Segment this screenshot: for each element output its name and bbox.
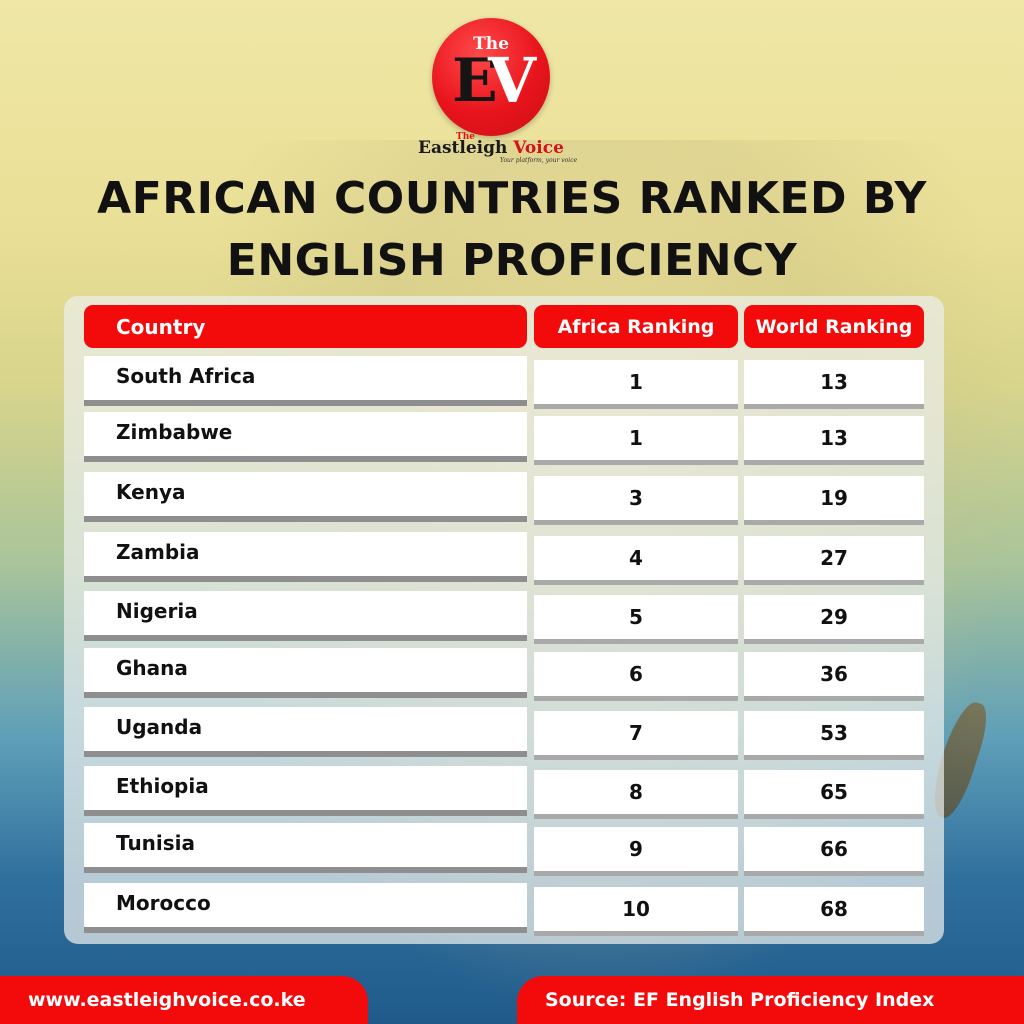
brand-name: Eastleigh Voice — [418, 138, 564, 158]
africa-ranking-cell: 3 — [534, 476, 738, 520]
table-row: South Africa 1 13 — [0, 356, 1024, 414]
africa-ranking-cell: 9 — [534, 827, 738, 871]
ev-logo: The E V — [432, 18, 550, 136]
country-cell: Ethiopia — [84, 766, 527, 810]
africa-ranking-cell: 6 — [534, 652, 738, 696]
world-ranking-cell: 36 — [744, 652, 924, 696]
logo-v-letter: V — [488, 44, 537, 117]
table-row: Nigeria 5 29 — [0, 591, 1024, 649]
africa-ranking-cell: 1 — [534, 416, 738, 460]
country-cell: Uganda — [84, 707, 527, 751]
logo-the-text: The — [473, 34, 509, 54]
table-row: Ghana 6 36 — [0, 648, 1024, 706]
world-ranking-cell: 19 — [744, 476, 924, 520]
world-ranking-cell: 13 — [744, 416, 924, 460]
africa-ranking-cell: 5 — [534, 595, 738, 639]
world-ranking-cell: 29 — [744, 595, 924, 639]
brand-the: The — [456, 132, 475, 142]
africa-ranking-cell: 7 — [534, 711, 738, 755]
table-row: Ethiopia 8 65 — [0, 766, 1024, 824]
world-ranking-cell: 53 — [744, 711, 924, 755]
brand-tagline: Your platform, your voice — [500, 157, 578, 164]
world-ranking-cell: 13 — [744, 360, 924, 404]
header-world-ranking: World Ranking — [744, 305, 924, 348]
country-cell: Zambia — [84, 532, 527, 576]
header-africa-ranking: Africa Ranking — [534, 305, 738, 348]
africa-ranking-cell: 1 — [534, 360, 738, 404]
world-ranking-cell: 27 — [744, 536, 924, 580]
logo-e-letter: E — [452, 46, 498, 116]
country-cell: Kenya — [84, 472, 527, 516]
brand-name-eastleigh: Eastleigh — [418, 138, 514, 158]
table-row: Zambia 4 27 — [0, 532, 1024, 590]
country-cell: Nigeria — [84, 591, 527, 635]
country-cell: South Africa — [84, 356, 527, 400]
country-cell: Ghana — [84, 648, 527, 692]
country-cell: Morocco — [84, 883, 527, 927]
world-ranking-cell: 68 — [744, 887, 924, 931]
africa-ranking-cell: 4 — [534, 536, 738, 580]
africa-ranking-cell: 8 — [534, 770, 738, 814]
brand-name-voice: Voice — [513, 138, 564, 158]
header-country: Country — [84, 305, 527, 348]
africa-ranking-cell: 10 — [534, 887, 738, 931]
brand-wordmark: The Eastleigh Voice Your platform, your … — [418, 132, 578, 164]
page-title: AFRICAN COUNTRIES RANKED BY ENGLISH PROF… — [0, 168, 1024, 292]
country-cell: Zimbabwe — [84, 412, 527, 456]
table-row: Morocco 10 68 — [0, 883, 1024, 941]
table-row: Tunisia 9 66 — [0, 823, 1024, 881]
world-ranking-cell: 65 — [744, 770, 924, 814]
table-row: Kenya 3 19 — [0, 472, 1024, 530]
website-footer: www.eastleighvoice.co.ke — [0, 976, 368, 1024]
country-cell: Tunisia — [84, 823, 527, 867]
title-line-1: AFRICAN COUNTRIES RANKED BY — [97, 173, 927, 224]
table-row: Zimbabwe 1 13 — [0, 412, 1024, 470]
table-row: Uganda 7 53 — [0, 707, 1024, 765]
title-line-2: ENGLISH PROFICIENCY — [226, 235, 798, 286]
world-ranking-cell: 66 — [744, 827, 924, 871]
source-footer: Source: EF English Proficiency Index — [517, 976, 1024, 1024]
